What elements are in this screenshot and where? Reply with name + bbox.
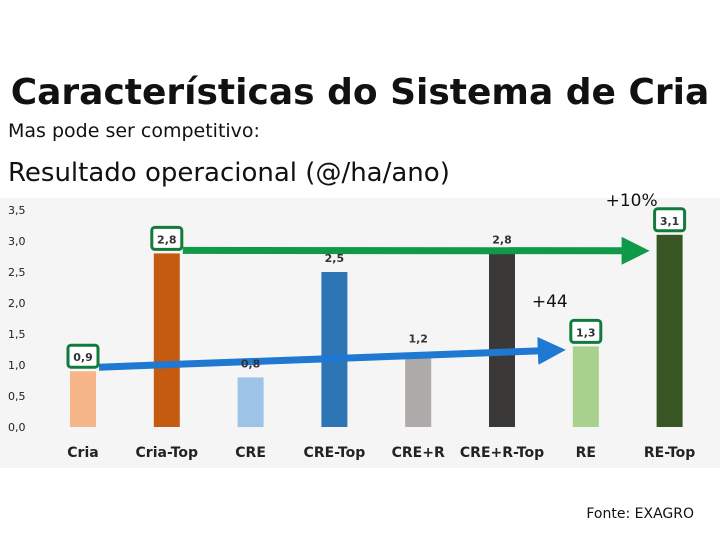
category-label: Cria — [67, 445, 98, 461]
slide-title: Características do Sistema de Cria — [10, 72, 710, 113]
bar-re-top — [656, 234, 683, 427]
bar-cre-top — [321, 272, 348, 427]
annotation-label: +44 — [532, 292, 568, 312]
data-label-highlight — [150, 225, 184, 251]
y-tick-label: 0,0 — [8, 421, 26, 434]
y-tick-label: 1,0 — [8, 359, 26, 372]
category-label: CRE — [235, 445, 266, 461]
data-label: 2,8 — [157, 233, 177, 246]
data-label: 2,5 — [325, 252, 345, 265]
data-label: 1,2 — [408, 333, 428, 346]
annotation-label: +10% — [606, 191, 658, 211]
category-label: CRE+R-Top — [460, 445, 544, 461]
bar-cria — [70, 371, 96, 427]
y-tick-label: 2,5 — [8, 266, 26, 279]
y-tick-label: 2,0 — [8, 297, 26, 310]
category-label: RE-Top — [644, 445, 695, 461]
source-note: Fonte: EXAGRO — [586, 506, 694, 522]
category-label: Cria-Top — [136, 445, 199, 461]
data-label-highlight — [569, 318, 603, 344]
bar-cre — [237, 377, 264, 427]
data-label: 0,8 — [241, 357, 261, 370]
data-label: 2,8 — [492, 233, 512, 246]
bar-cre-r — [405, 352, 432, 427]
data-label-highlight — [66, 343, 100, 369]
bar-re — [572, 346, 599, 427]
y-tick-label: 3,5 — [8, 204, 26, 217]
y-tick-label: 1,5 — [8, 328, 26, 341]
plot-background — [0, 198, 720, 468]
bar-cre-r-top — [489, 253, 515, 427]
data-label: 3,1 — [660, 215, 680, 228]
bar-chart: 0,0 0,5 1,0 1,5 2,0 2,5 3,0 3,5 0,9 2,8 0,8 2,5 1,2… — [0, 191, 720, 468]
slide-subtitle: Mas pode ser competitivo: — [8, 120, 260, 142]
category-label: CRE+R — [392, 445, 445, 461]
data-label: 1,3 — [576, 326, 596, 339]
data-label: 0,9 — [73, 351, 93, 364]
category-label: RE — [576, 445, 596, 461]
y-tick-label: 3,0 — [8, 235, 26, 248]
trend-arrow — [98, 336, 566, 371]
data-label-highlight — [653, 207, 687, 233]
category-label: CRE-Top — [304, 445, 366, 461]
chart-section-title: Resultado operacional (@/ha/ano) — [8, 158, 450, 188]
y-tick-label: 0,5 — [8, 390, 26, 403]
bar-cria-top — [153, 253, 180, 427]
